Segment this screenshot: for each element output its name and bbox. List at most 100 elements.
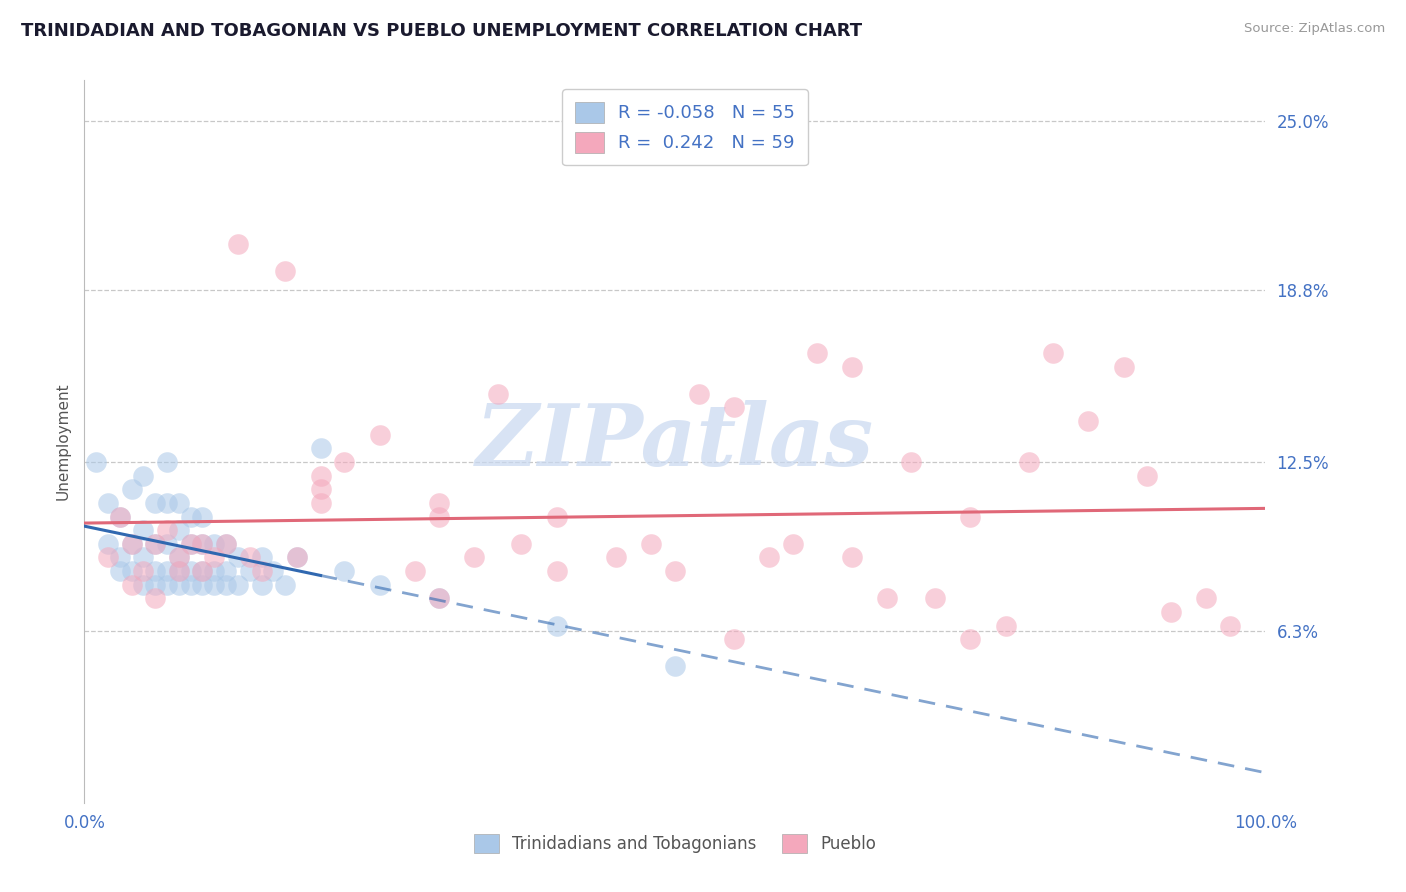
Point — [97, 537, 120, 551]
Point — [202, 550, 225, 565]
Point — [226, 236, 249, 251]
Point — [167, 550, 190, 565]
Point — [143, 496, 166, 510]
Point — [108, 509, 131, 524]
Point — [274, 264, 297, 278]
Point — [108, 509, 131, 524]
Point — [167, 523, 190, 537]
Text: Source: ZipAtlas.com: Source: ZipAtlas.com — [1244, 22, 1385, 36]
Point — [404, 564, 426, 578]
Point — [664, 564, 686, 578]
Point — [191, 509, 214, 524]
Point — [143, 564, 166, 578]
Point — [333, 455, 356, 469]
Point — [640, 537, 662, 551]
Point — [782, 537, 804, 551]
Point — [167, 564, 190, 578]
Point — [215, 577, 238, 591]
Point — [239, 550, 262, 565]
Point — [250, 577, 273, 591]
Point — [664, 659, 686, 673]
Point — [959, 632, 981, 647]
Y-axis label: Unemployment: Unemployment — [55, 383, 70, 500]
Point — [156, 455, 179, 469]
Text: ZIPatlas: ZIPatlas — [475, 400, 875, 483]
Point — [1018, 455, 1040, 469]
Point — [427, 591, 450, 606]
Point — [1112, 359, 1135, 374]
Point — [180, 537, 202, 551]
Point — [167, 577, 190, 591]
Point — [368, 577, 391, 591]
Point — [486, 387, 509, 401]
Point — [108, 550, 131, 565]
Point — [546, 509, 568, 524]
Point — [250, 564, 273, 578]
Point — [285, 550, 308, 565]
Point — [427, 591, 450, 606]
Point — [132, 577, 155, 591]
Point — [900, 455, 922, 469]
Point — [239, 564, 262, 578]
Point — [167, 550, 190, 565]
Point — [156, 496, 179, 510]
Point — [924, 591, 946, 606]
Point — [156, 564, 179, 578]
Point — [191, 537, 214, 551]
Point — [309, 442, 332, 456]
Point — [427, 509, 450, 524]
Point — [215, 537, 238, 551]
Point — [143, 537, 166, 551]
Point — [723, 632, 745, 647]
Point — [97, 550, 120, 565]
Point — [841, 359, 863, 374]
Point — [262, 564, 284, 578]
Point — [876, 591, 898, 606]
Point — [546, 618, 568, 632]
Point — [510, 537, 533, 551]
Point — [723, 401, 745, 415]
Point — [191, 577, 214, 591]
Point — [202, 537, 225, 551]
Point — [121, 537, 143, 551]
Legend: Trinidadians and Tobagonians, Pueblo: Trinidadians and Tobagonians, Pueblo — [467, 827, 883, 860]
Point — [156, 577, 179, 591]
Text: TRINIDADIAN AND TOBAGONIAN VS PUEBLO UNEMPLOYMENT CORRELATION CHART: TRINIDADIAN AND TOBAGONIAN VS PUEBLO UNE… — [21, 22, 862, 40]
Point — [167, 496, 190, 510]
Point — [97, 496, 120, 510]
Point — [605, 550, 627, 565]
Point — [191, 564, 214, 578]
Point — [143, 577, 166, 591]
Point — [132, 523, 155, 537]
Point — [309, 482, 332, 496]
Point — [285, 550, 308, 565]
Point — [143, 537, 166, 551]
Point — [1195, 591, 1218, 606]
Point — [180, 537, 202, 551]
Point — [215, 537, 238, 551]
Point — [191, 537, 214, 551]
Point — [121, 564, 143, 578]
Point — [202, 577, 225, 591]
Point — [1136, 468, 1159, 483]
Point — [1160, 605, 1182, 619]
Point — [463, 550, 485, 565]
Point — [180, 577, 202, 591]
Point — [1077, 414, 1099, 428]
Point — [84, 455, 107, 469]
Point — [180, 509, 202, 524]
Point — [108, 564, 131, 578]
Point — [202, 564, 225, 578]
Point — [180, 564, 202, 578]
Point — [156, 523, 179, 537]
Point — [333, 564, 356, 578]
Point — [758, 550, 780, 565]
Point — [546, 564, 568, 578]
Point — [132, 564, 155, 578]
Point — [191, 564, 214, 578]
Point — [156, 537, 179, 551]
Point — [994, 618, 1017, 632]
Point — [688, 387, 710, 401]
Point — [132, 468, 155, 483]
Point — [274, 577, 297, 591]
